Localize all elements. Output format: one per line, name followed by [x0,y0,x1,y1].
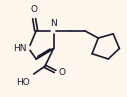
Text: O: O [30,5,37,14]
Text: HN: HN [13,44,26,53]
Text: N: N [50,19,57,28]
Text: O: O [59,68,66,77]
Text: HO: HO [16,78,30,87]
